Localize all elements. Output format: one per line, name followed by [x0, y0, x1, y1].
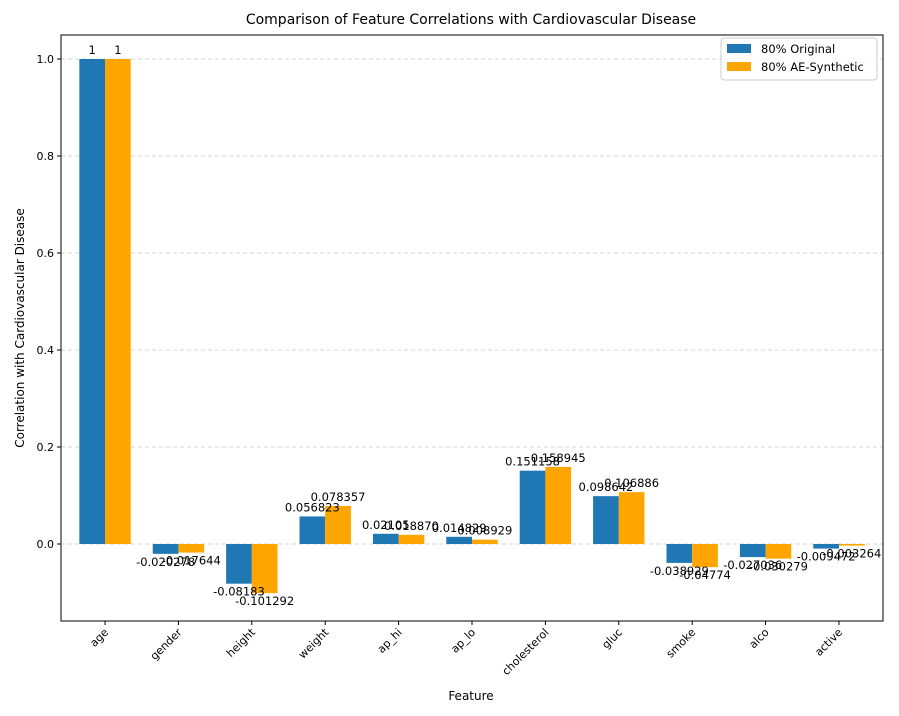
x-tick-label: gluc	[599, 626, 625, 652]
bar	[666, 544, 693, 563]
bars	[79, 59, 865, 594]
bar	[105, 59, 131, 544]
data-label: 0.078357	[311, 490, 366, 504]
bar	[152, 544, 179, 554]
data-label: 0.008929	[457, 524, 512, 538]
data-label: 1	[89, 43, 96, 57]
y-axis: 0.0 0.2 0.4 0.6 0.8 1.0	[37, 53, 61, 551]
bar	[618, 492, 645, 544]
data-label: 0.018870	[384, 519, 439, 533]
y-tick-label: 0.6	[37, 247, 55, 260]
x-tick-label: alco	[747, 626, 772, 651]
bar	[545, 466, 572, 544]
legend-box	[720, 37, 878, 81]
grid-lines	[61, 58, 883, 545]
data-label: 1	[114, 43, 121, 57]
bar	[299, 516, 326, 544]
legend-swatch	[727, 62, 751, 71]
x-tick-label: weight	[296, 625, 332, 661]
bar	[325, 505, 351, 544]
x-tick-label: ap_lo	[448, 626, 478, 656]
bar	[519, 470, 546, 544]
y-axis-label: Correlation with Cardiovascular Disease	[13, 208, 27, 448]
bar	[251, 544, 278, 594]
bar	[398, 534, 425, 544]
data-label: -0.038929	[650, 564, 709, 578]
data-labels: 1 -0.020278 -0.08183 0.056823 0.02105 0.01482…	[89, 43, 882, 608]
bar	[813, 544, 839, 549]
x-axis: age gender height weight ap_hi ap_lo cholester…	[87, 621, 845, 678]
x-tick-label: cholesterol	[500, 626, 552, 678]
y-tick-label: 0.2	[37, 441, 55, 454]
legend-label: 80% Original	[761, 42, 835, 56]
data-label: -0.101292	[235, 594, 294, 608]
bar	[838, 544, 865, 546]
data-label: -0.009472	[797, 550, 856, 564]
data-label: 0.098642	[579, 480, 634, 494]
x-tick-label: age	[87, 626, 111, 650]
x-tick-label: gender	[148, 626, 185, 663]
x-tick-label: height	[224, 625, 258, 659]
bar	[226, 544, 252, 584]
x-tick-label: smoke	[664, 626, 699, 661]
x-tick-label: active	[812, 626, 845, 659]
data-label: 0.056823	[285, 500, 340, 514]
data-label: 0.106886	[604, 476, 659, 490]
y-tick-label: 0.4	[37, 344, 55, 357]
legend-swatch	[727, 44, 751, 53]
bar	[446, 536, 472, 544]
data-label: -0.08183	[213, 585, 265, 599]
bar	[692, 544, 718, 568]
legend: 80% Original 80% AE-Synthetic	[720, 37, 878, 81]
x-axis-label: Feature	[448, 689, 493, 703]
bar	[765, 544, 792, 559]
data-label: 0.014829	[432, 521, 487, 535]
data-label: 0.158945	[531, 451, 586, 465]
data-label: -0.030279	[749, 560, 808, 574]
data-label: -0.003264	[822, 547, 881, 561]
chart-title: Comparison of Feature Correlations with …	[246, 12, 696, 28]
data-label: -0.020278	[136, 555, 195, 569]
x-tick-label: ap_hi	[375, 626, 405, 656]
data-label: -0.017644	[162, 554, 221, 568]
legend-label: 80% AE-Synthetic	[761, 60, 864, 74]
bar	[178, 544, 205, 553]
data-label: -0.04774	[679, 568, 731, 582]
y-tick-label: 1.0	[37, 53, 55, 66]
data-label: -0.027036	[723, 558, 782, 572]
data-label: 0.02105	[362, 518, 410, 532]
bar	[593, 496, 619, 544]
y-tick-label: 0.8	[37, 150, 55, 163]
data-label: 0.151158	[505, 455, 560, 469]
bar	[739, 544, 766, 558]
y-tick-label: 0.0	[37, 538, 55, 551]
bar	[79, 59, 106, 544]
bar	[372, 533, 399, 544]
bar	[472, 539, 498, 544]
